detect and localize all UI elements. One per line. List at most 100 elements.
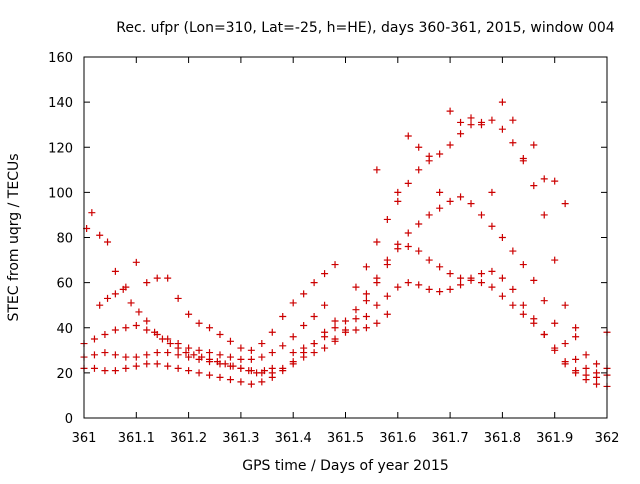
data-point bbox=[561, 360, 569, 368]
data-point bbox=[310, 279, 318, 287]
data-point bbox=[467, 121, 475, 129]
data-point bbox=[331, 335, 339, 343]
data-point bbox=[446, 270, 454, 278]
data-point bbox=[153, 274, 161, 282]
data-point bbox=[477, 121, 485, 129]
y-tick-label: 100 bbox=[48, 186, 73, 201]
x-tick-label: 362 bbox=[595, 431, 620, 446]
data-point bbox=[127, 299, 135, 307]
data-point bbox=[174, 294, 182, 302]
data-point bbox=[268, 369, 276, 377]
data-point bbox=[436, 263, 444, 271]
data-point bbox=[446, 285, 454, 293]
data-point bbox=[310, 340, 318, 348]
data-point bbox=[540, 331, 548, 339]
data-point bbox=[258, 340, 266, 348]
y-tick-label: 60 bbox=[56, 277, 73, 292]
data-point bbox=[164, 349, 172, 357]
data-point bbox=[404, 279, 412, 287]
data-point bbox=[122, 364, 130, 372]
data-point bbox=[279, 364, 287, 372]
data-point bbox=[279, 342, 287, 350]
series-9 bbox=[373, 98, 580, 332]
data-point bbox=[593, 380, 601, 388]
data-point bbox=[135, 308, 143, 316]
series-7 bbox=[331, 193, 611, 379]
data-point bbox=[226, 376, 234, 384]
data-point bbox=[572, 367, 580, 375]
data-point bbox=[289, 358, 297, 366]
x-tick-label: 361.5 bbox=[327, 431, 364, 446]
data-point bbox=[122, 353, 130, 361]
data-point bbox=[300, 321, 308, 329]
data-point bbox=[415, 143, 423, 151]
data-point bbox=[498, 234, 506, 241]
data-point bbox=[425, 285, 433, 293]
x-tick-labels: 361 361.1 361.2 361.3 361.4 361.5 361.6 361.7 36… bbox=[72, 431, 620, 446]
data-point bbox=[362, 263, 370, 271]
data-point bbox=[185, 344, 193, 352]
data-point bbox=[182, 349, 190, 357]
data-point bbox=[404, 243, 412, 251]
data-point bbox=[394, 240, 402, 248]
data-point bbox=[457, 130, 465, 138]
data-point bbox=[321, 333, 329, 341]
data-point bbox=[237, 378, 245, 386]
data-point bbox=[509, 247, 517, 255]
data-point bbox=[488, 116, 496, 124]
data-point bbox=[104, 238, 112, 246]
data-point bbox=[530, 182, 538, 190]
data-point bbox=[446, 197, 454, 205]
data-point bbox=[477, 279, 485, 287]
data-point bbox=[143, 317, 151, 325]
data-point bbox=[582, 371, 590, 379]
data-point bbox=[446, 141, 454, 149]
data-point bbox=[383, 310, 391, 318]
series-3 bbox=[80, 310, 391, 388]
data-point bbox=[530, 315, 538, 323]
data-point bbox=[143, 351, 151, 359]
data-point bbox=[457, 193, 465, 201]
data-point bbox=[509, 301, 517, 309]
data-point bbox=[101, 349, 109, 357]
series-5 bbox=[96, 258, 339, 354]
data-point bbox=[519, 310, 527, 318]
data-point bbox=[153, 331, 161, 339]
y-tick-label: 0 bbox=[65, 412, 73, 427]
y-tick-label: 80 bbox=[56, 232, 73, 247]
data-point bbox=[90, 364, 98, 372]
data-point bbox=[509, 139, 517, 147]
data-point bbox=[289, 349, 297, 357]
data-point bbox=[321, 301, 329, 309]
data-point bbox=[477, 211, 485, 219]
data-point bbox=[488, 283, 496, 291]
data-point bbox=[509, 285, 517, 293]
data-point bbox=[551, 177, 559, 185]
data-point bbox=[143, 326, 151, 334]
data-point bbox=[90, 335, 98, 343]
data-point bbox=[467, 200, 475, 208]
data-point bbox=[185, 353, 193, 361]
x-tick-label: 361.6 bbox=[379, 431, 416, 446]
data-point bbox=[96, 301, 104, 309]
data-point bbox=[488, 267, 496, 275]
x-axis-title: GPS time / Days of year 2015 bbox=[242, 458, 449, 474]
data-point bbox=[383, 292, 391, 300]
data-point bbox=[509, 116, 517, 124]
data-point bbox=[394, 188, 402, 196]
data-point bbox=[143, 279, 151, 287]
data-point bbox=[551, 256, 559, 264]
data-point bbox=[216, 351, 224, 359]
data-point bbox=[226, 353, 234, 361]
series-2 bbox=[80, 301, 329, 363]
data-point bbox=[104, 294, 112, 302]
data-point bbox=[362, 324, 370, 332]
data-point bbox=[195, 346, 203, 354]
data-point bbox=[268, 349, 276, 357]
x-tick-label: 361.9 bbox=[536, 431, 573, 446]
data-point bbox=[425, 152, 433, 160]
data-point bbox=[498, 125, 506, 133]
data-point bbox=[362, 312, 370, 320]
data-point bbox=[561, 200, 569, 208]
